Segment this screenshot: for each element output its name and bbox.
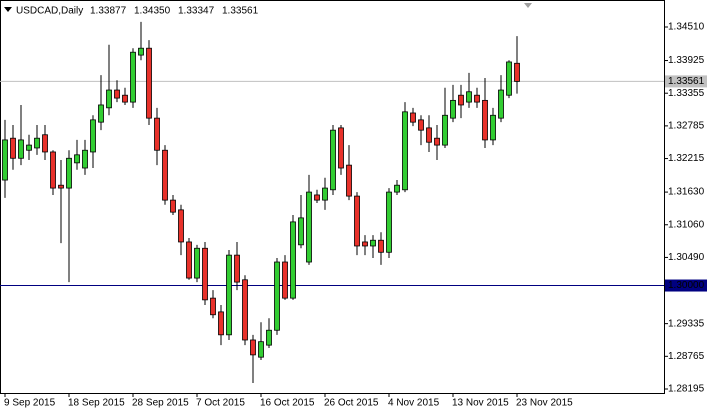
- candle-body: [426, 127, 432, 143]
- price-label: 1.33561: [668, 76, 705, 87]
- candle-body: [162, 149, 168, 201]
- x-tick-label: 18 Sep 2015: [68, 398, 125, 409]
- candle-body: [154, 117, 160, 151]
- candle-body: [242, 279, 248, 341]
- info-value: 1.33561: [222, 6, 259, 17]
- candle-body: [394, 184, 400, 193]
- candle-body: [82, 149, 88, 169]
- candle-body: [370, 239, 376, 247]
- candle-body: [498, 89, 504, 119]
- candle-body: [122, 94, 128, 103]
- candle-body: [250, 339, 256, 356]
- candle-body: [386, 191, 392, 253]
- info-value: 1.33347: [178, 6, 215, 17]
- candle-body: [266, 329, 272, 346]
- candle-body: [362, 241, 368, 247]
- candle-body: [234, 254, 240, 283]
- y-tick-label: 1.28195: [668, 384, 705, 395]
- level-label-box: [665, 279, 707, 292]
- y-tick-label: 1.30490: [668, 252, 705, 263]
- level-label: 1.30000: [668, 280, 705, 291]
- candle-body: [490, 114, 496, 141]
- candle-body: [322, 187, 328, 201]
- candle-body: [282, 261, 288, 299]
- candle-body: [466, 91, 472, 103]
- candle-body: [130, 51, 136, 103]
- candle-body: [74, 154, 80, 164]
- x-tick-label: 23 Nov 2015: [516, 398, 573, 409]
- candle-body: [2, 139, 8, 181]
- candle-body: [90, 119, 96, 153]
- y-tick-label: 1.34510: [668, 22, 705, 33]
- x-tick-label: 9 Sep 2015: [4, 398, 56, 409]
- info-value: 1.34350: [134, 6, 171, 17]
- candle-body: [58, 184, 64, 189]
- candle-body: [18, 139, 24, 159]
- candle-body: [482, 99, 488, 141]
- y-tick-label: 1.33355: [668, 88, 705, 99]
- x-tick-label: 7 Oct 2015: [196, 398, 245, 409]
- y-tick-label: 1.33925: [668, 55, 705, 66]
- x-tick-label: 26 Oct 2015: [324, 398, 379, 409]
- candle-body: [274, 261, 280, 331]
- x-tick-label: 13 Nov 2015: [452, 398, 509, 409]
- x-tick-label: 28 Sep 2015: [132, 398, 189, 409]
- candle-body: [474, 94, 480, 103]
- candle-body: [450, 99, 456, 119]
- candle-body: [146, 47, 152, 119]
- candle-body: [258, 341, 264, 358]
- candle-body: [306, 191, 312, 263]
- candle-body: [402, 111, 408, 191]
- candle-body: [106, 89, 112, 109]
- candle-body: [346, 164, 352, 197]
- candle-body: [330, 129, 336, 191]
- candle-body: [418, 119, 424, 131]
- candle-body: [114, 89, 120, 99]
- candle-body: [378, 239, 384, 253]
- y-tick-label: 1.32215: [668, 153, 705, 164]
- chart-title: USDCAD,Daily: [16, 6, 83, 17]
- candle-body: [34, 137, 40, 149]
- candle-body: [298, 217, 304, 246]
- y-tick-label: 1.31630: [668, 187, 705, 198]
- x-tick-label: 4 Nov 2015: [388, 398, 440, 409]
- info-value: 1.33877: [90, 6, 127, 17]
- candle-body: [506, 61, 512, 96]
- candle-body: [290, 221, 296, 299]
- candle-body: [338, 127, 344, 169]
- candle-body: [226, 254, 232, 336]
- candle-body: [202, 247, 208, 301]
- candle-body: [186, 241, 192, 279]
- candle-body: [210, 297, 216, 316]
- candle-body: [42, 134, 48, 153]
- candle-body: [26, 144, 32, 151]
- candle-body: [410, 112, 416, 123]
- plot-frame: [0, 0, 665, 394]
- shift-marker: [524, 3, 532, 8]
- candle-body: [354, 195, 360, 247]
- candle-body: [66, 157, 72, 189]
- y-tick-label: 1.32785: [668, 121, 705, 132]
- y-tick-label: 1.28765: [668, 351, 705, 362]
- candle-body: [194, 247, 200, 279]
- candle-body: [138, 47, 144, 56]
- candle-body: [218, 311, 224, 336]
- candle-body: [50, 151, 56, 189]
- candle-body: [178, 209, 184, 243]
- price-label-box: [665, 75, 707, 88]
- candle-body: [314, 194, 320, 201]
- x-tick-label: 16 Oct 2015: [260, 398, 315, 409]
- y-tick-label: 1.29335: [668, 318, 705, 329]
- menu-arrow[interactable]: [4, 7, 12, 12]
- candle-body: [434, 137, 440, 146]
- candle-body: [514, 62, 520, 82]
- candle-body: [442, 114, 448, 146]
- y-tick-label: 1.31060: [668, 219, 705, 230]
- candle-body: [98, 104, 104, 123]
- candle-body: [458, 94, 464, 106]
- candle-body: [10, 137, 16, 159]
- candle-body: [170, 199, 176, 213]
